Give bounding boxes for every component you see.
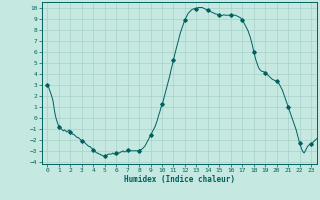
X-axis label: Humidex (Indice chaleur): Humidex (Indice chaleur) (124, 175, 235, 184)
